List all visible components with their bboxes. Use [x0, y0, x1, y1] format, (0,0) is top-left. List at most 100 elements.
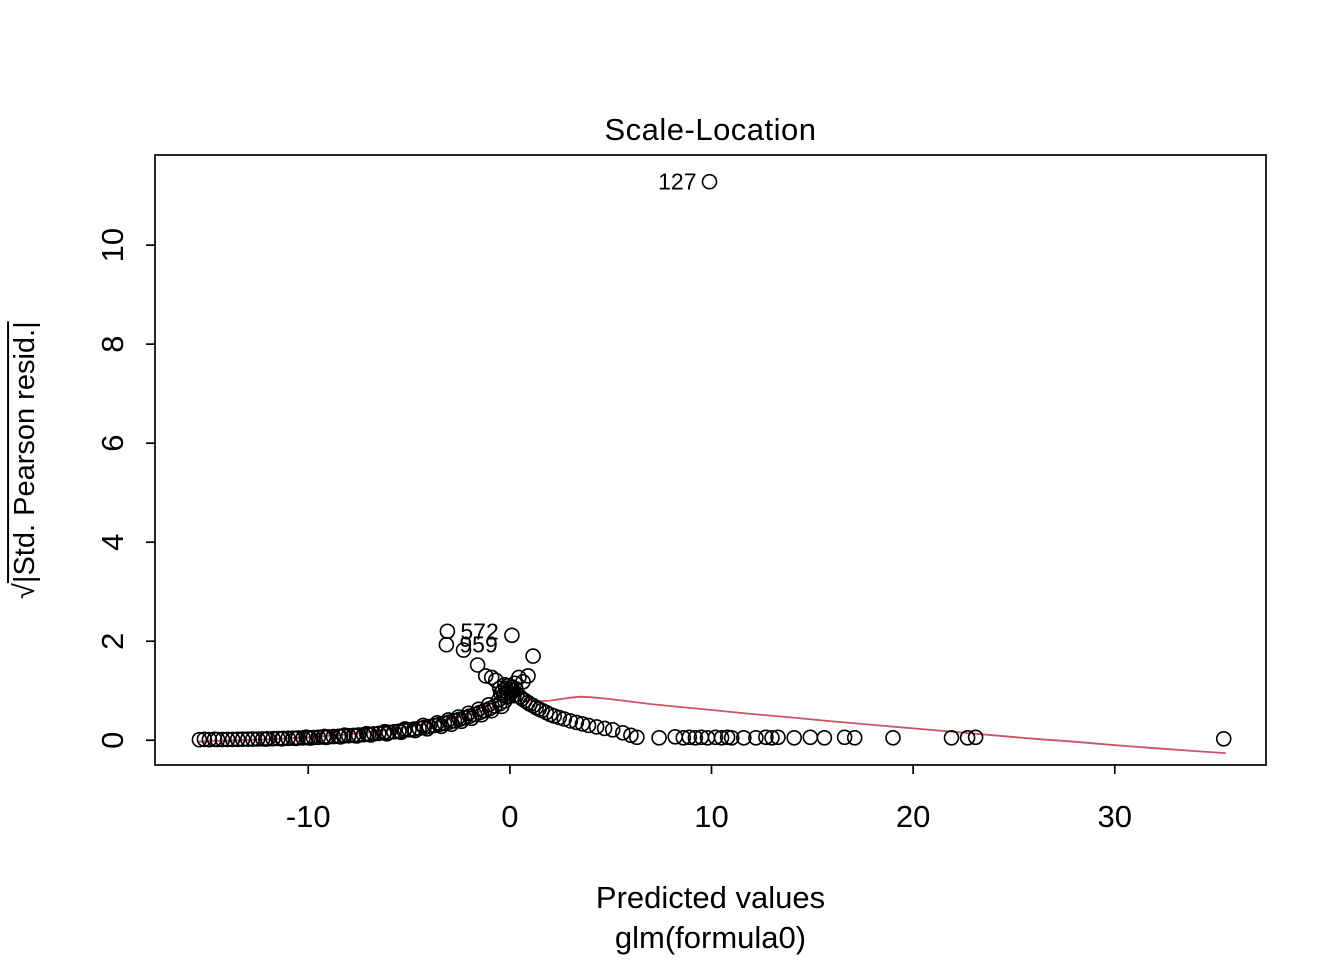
data-point: [959, 729, 976, 746]
data-point: [588, 719, 605, 735]
data-point: [455, 642, 472, 658]
data-point: [511, 669, 527, 686]
data-point: [265, 730, 281, 747]
data-point: [480, 696, 497, 713]
outlier-point-127: [701, 173, 718, 190]
x-axis-label: Predicted values: [595, 880, 826, 915]
data-point: [596, 720, 613, 737]
data-point: [491, 680, 508, 697]
x-tick-label: 10: [694, 799, 728, 834]
plot-border: [154, 154, 1267, 766]
data-point: [713, 729, 730, 746]
data-point: [687, 729, 704, 746]
data-point: [943, 729, 960, 746]
data-point: [504, 627, 520, 644]
data-point: [196, 731, 213, 748]
outlier-point-572: [439, 623, 456, 640]
data-point: [967, 729, 984, 746]
data-point: [224, 731, 241, 748]
data-point: [298, 729, 315, 746]
data-point: [421, 718, 438, 735]
data-point: [240, 731, 256, 748]
data-point: [816, 729, 833, 746]
data-point: [614, 724, 631, 741]
data-point: [1215, 730, 1232, 747]
data-point: [336, 727, 353, 744]
y-tick-label: 0: [95, 732, 130, 749]
data-point: [460, 705, 477, 722]
data-point: [316, 728, 333, 745]
data-point: [651, 729, 667, 746]
data-point: [258, 731, 274, 747]
data-point: [477, 668, 494, 684]
data-point: [623, 727, 639, 744]
data-point: [556, 711, 573, 727]
x-tick-label: 30: [1098, 799, 1132, 834]
data-point: [707, 729, 724, 746]
data-point: [525, 648, 541, 664]
data-point: [450, 709, 467, 725]
data-point: [758, 729, 774, 746]
x-tick-label: 20: [896, 799, 930, 834]
data-point: [396, 722, 412, 739]
outlier-label-127: 127: [658, 169, 696, 195]
data-point: [201, 731, 218, 748]
data-point: [429, 714, 446, 731]
data-point: [280, 730, 296, 747]
data-point: [496, 676, 513, 693]
data-point: [191, 731, 208, 748]
data-point: [214, 731, 231, 748]
data-point: [723, 729, 740, 746]
data-point: [490, 692, 507, 708]
data-point: [487, 672, 504, 689]
data-point: [735, 729, 752, 746]
data-point: [219, 731, 236, 748]
data-point: [249, 731, 266, 747]
data-point: [770, 729, 786, 746]
data-point: [512, 688, 528, 705]
data-point: [310, 729, 327, 746]
data-point: [440, 712, 457, 728]
data-point: [836, 729, 853, 746]
outlier-point-959: [438, 636, 455, 653]
y-tick-label: 10: [95, 228, 130, 262]
data-point: [377, 723, 393, 740]
data-point: [786, 729, 803, 746]
data-point: [509, 686, 525, 703]
data-point: [386, 723, 402, 740]
data-point: [562, 713, 579, 729]
data-point: [629, 729, 645, 746]
y-tick-label: 8: [95, 336, 130, 353]
x-tick-label: -10: [286, 799, 331, 834]
data-point: [483, 669, 500, 686]
data-point: [469, 657, 486, 673]
y-tick-label: 2: [95, 633, 130, 650]
outlier-label-959: 959: [459, 632, 497, 658]
data-point: [358, 725, 375, 742]
data-point: [270, 730, 286, 747]
data-point: [325, 728, 342, 745]
data-point: [517, 692, 533, 709]
data-point: [681, 729, 698, 746]
data-point: [407, 722, 423, 739]
data-point: [568, 714, 585, 731]
data-point: [885, 729, 901, 746]
data-point: [209, 731, 226, 748]
data-point: [515, 673, 531, 690]
smoother-line: [197, 695, 1226, 754]
data-point: [580, 717, 597, 734]
data-point: [764, 729, 780, 746]
data-point: [370, 725, 387, 742]
data-point: [846, 729, 863, 746]
data-point: [675, 729, 692, 746]
data-point: [604, 721, 621, 738]
plot-title: Scale-Location: [604, 112, 817, 147]
data-point: [470, 701, 487, 718]
data-point: [397, 721, 413, 737]
data-point: [234, 731, 251, 748]
x-axis-sublabel: glm(formula0): [614, 920, 807, 955]
data-point: [748, 729, 764, 746]
outlier-label-572: 572: [460, 618, 498, 644]
